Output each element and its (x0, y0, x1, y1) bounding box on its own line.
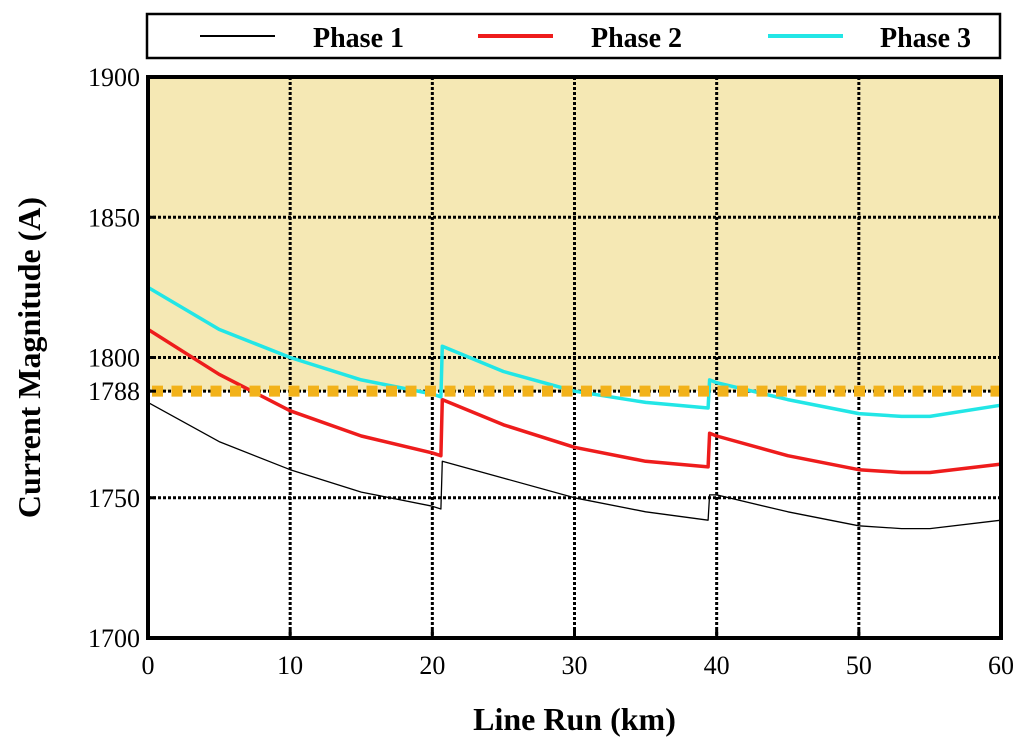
x-tick-label: 20 (419, 651, 445, 680)
plot-area (147, 77, 1002, 638)
legend: Phase 1 Phase 2 Phase 3 (145, 12, 1002, 60)
series-line-phase-3 (147, 285, 1002, 419)
x-tick-label: 30 (562, 651, 588, 680)
legend-box (145, 12, 1002, 60)
y-tick-label: 1750 (88, 484, 140, 513)
series-line-phase-1 (147, 401, 1002, 530)
y-tick-label: 1700 (88, 624, 140, 653)
y-tick-label: 1900 (88, 63, 140, 92)
y-axis-title: Current Magnitude (A) (11, 197, 47, 518)
legend-label-phase-1: Phase 1 (313, 23, 404, 54)
x-axis-title: Line Run (km) (473, 701, 676, 737)
y-tick-label: 1800 (88, 344, 140, 373)
x-tick-label: 0 (142, 651, 155, 680)
x-tick-label: 60 (988, 651, 1014, 680)
x-tick-label: 40 (704, 651, 730, 680)
legend-label-phase-3: Phase 3 (880, 23, 971, 54)
series-line-phase-2 (147, 327, 1002, 475)
y-tick-label: 1850 (88, 203, 140, 232)
axes: 0 10 20 30 40 50 60 1700 1750 1788 1800 1850 1900 Lin… (11, 63, 1014, 737)
x-tick-label: 50 (846, 651, 872, 680)
x-tick-label: 10 (277, 651, 303, 680)
y-tick-label: 1788 (88, 377, 140, 406)
legend-label-phase-2: Phase 2 (591, 23, 682, 54)
